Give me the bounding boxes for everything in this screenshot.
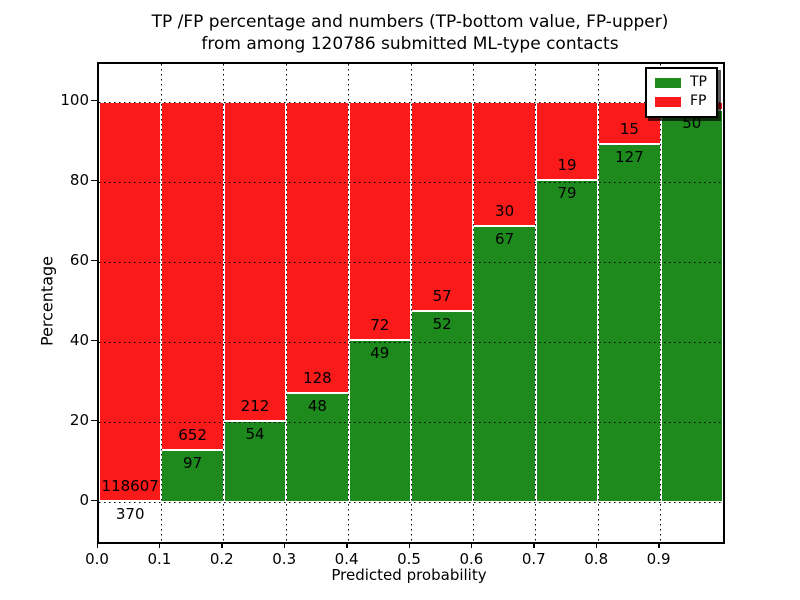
bar-value-label-fp: 72 bbox=[370, 316, 390, 334]
gridline-vertical bbox=[410, 64, 412, 542]
x-tick-mark bbox=[96, 542, 98, 548]
y-tick-mark bbox=[91, 99, 97, 101]
y-tick-label: 80 bbox=[69, 171, 89, 189]
x-tick-label: 0.0 bbox=[85, 550, 109, 568]
chart-title-line1: TP /FP percentage and numbers (TP-bottom… bbox=[151, 12, 669, 32]
bar-segment-fp bbox=[223, 102, 287, 421]
x-tick-label: 0.7 bbox=[521, 550, 546, 568]
bar-value-label-fp: 19 bbox=[557, 155, 577, 174]
bar-segment-tp bbox=[286, 392, 349, 502]
bar-value-label-tp: 67 bbox=[495, 229, 515, 248]
gridline-horizontal bbox=[99, 102, 723, 103]
plot-area: 118607 370 652 97 212 54 128 48 72 49 57 52 30 67 19 79… bbox=[97, 62, 725, 544]
legend-entry-tp: TP bbox=[655, 73, 707, 92]
gridline-vertical bbox=[660, 64, 662, 542]
gridline-vertical bbox=[223, 64, 225, 542]
bar-value-label-tp: 52 bbox=[432, 315, 452, 334]
y-tick-label: 100 bbox=[60, 91, 89, 109]
legend-label-fp: FP bbox=[690, 93, 707, 109]
y-tick-label: 60 bbox=[69, 251, 89, 269]
bar-value-label-fp: 118607 bbox=[101, 476, 159, 495]
bar-segment-tp bbox=[223, 420, 287, 502]
plot-canvas: 118607 370 652 97 212 54 128 48 72 49 57 52 30 67 19 79… bbox=[99, 64, 723, 542]
x-tick-mark bbox=[658, 542, 660, 548]
x-tick-label: 0.6 bbox=[459, 550, 484, 568]
gridline-vertical bbox=[285, 64, 287, 542]
x-tick-label: 0.8 bbox=[584, 550, 609, 568]
legend-entry-fp: FP bbox=[655, 92, 707, 111]
bar-segment-tp bbox=[473, 225, 536, 502]
bar-value-label-tp: 54 bbox=[245, 424, 265, 443]
bar-segment-fp bbox=[99, 102, 162, 501]
x-tick-mark bbox=[533, 542, 535, 548]
x-tick-label: 0.2 bbox=[209, 550, 234, 568]
gridline-horizontal bbox=[99, 502, 723, 503]
bar-segment-tp bbox=[161, 450, 224, 502]
gridline-horizontal bbox=[99, 342, 723, 343]
x-tick-label: 0.3 bbox=[272, 550, 297, 568]
bar-segment-tp bbox=[348, 340, 411, 502]
x-tick-label: 0.1 bbox=[147, 550, 172, 568]
y-tick-label: 0 bbox=[79, 491, 89, 509]
x-tick-mark bbox=[283, 542, 286, 548]
bar-segment-tp bbox=[535, 179, 599, 502]
x-tick-mark bbox=[470, 542, 473, 548]
y-tick-mark bbox=[91, 259, 97, 261]
gridline-vertical bbox=[597, 64, 599, 542]
chart-title-line2: from among 120786 submitted ML-type cont… bbox=[201, 34, 619, 54]
bar-value-label-fp: 128 bbox=[303, 368, 332, 387]
x-tick-label: 0.5 bbox=[397, 550, 421, 568]
bar-value-label-fp: 212 bbox=[240, 396, 270, 415]
legend-swatch-tp-icon bbox=[655, 77, 681, 88]
bar-value-label-fp: 652 bbox=[178, 426, 207, 445]
gridline-vertical bbox=[472, 64, 474, 542]
x-tick-mark bbox=[595, 542, 598, 548]
legend-swatch-fp-icon bbox=[655, 96, 681, 107]
bar-segment-fp bbox=[161, 102, 224, 451]
bar-value-label-fp: 30 bbox=[495, 201, 515, 220]
y-tick-mark bbox=[91, 339, 97, 341]
bar-segment-fp bbox=[286, 102, 349, 393]
gridline-horizontal bbox=[99, 422, 723, 423]
bar-value-label-tp: 79 bbox=[557, 183, 577, 202]
gridline-horizontal bbox=[99, 182, 723, 183]
gridline-horizontal bbox=[99, 262, 723, 263]
x-tick-mark bbox=[408, 542, 410, 548]
x-tick-mark bbox=[158, 542, 161, 548]
y-tick-label: 40 bbox=[69, 331, 89, 349]
bar-value-label-tp: 49 bbox=[370, 344, 390, 362]
bar-value-label-tp: 370 bbox=[115, 504, 145, 523]
gridline-vertical bbox=[160, 64, 162, 542]
bar-segment-fp bbox=[411, 102, 474, 312]
y-tick-label: 20 bbox=[69, 411, 89, 429]
bar-value-label-tp: 97 bbox=[183, 454, 203, 473]
bar-value-label-tp: 50 bbox=[682, 113, 702, 132]
bar-segment-tp bbox=[660, 109, 723, 502]
chart-title: TP /FP percentage and numbers (TP-bottom… bbox=[98, 11, 722, 55]
bar-value-label-tp: 127 bbox=[615, 148, 644, 167]
x-axis-label: Predicted probability bbox=[331, 566, 487, 584]
bar-value-label-fp: 15 bbox=[619, 120, 639, 139]
bar-value-label-fp: 57 bbox=[432, 287, 452, 306]
legend: TP FP bbox=[645, 67, 718, 118]
gridline-vertical bbox=[348, 64, 350, 542]
x-tick-label: 0.4 bbox=[334, 550, 359, 568]
bar-segment-tp bbox=[411, 311, 474, 502]
y-tick-mark bbox=[91, 419, 97, 421]
x-tick-label: 0.9 bbox=[646, 550, 671, 568]
bar-segment-fp bbox=[348, 102, 411, 340]
gridline-vertical bbox=[535, 64, 537, 542]
legend-label-tp: TP bbox=[690, 74, 707, 90]
bar-segment-fp bbox=[535, 102, 599, 180]
y-axis-label: Percentage bbox=[37, 255, 57, 347]
y-tick-mark bbox=[91, 499, 97, 501]
bar-segment-fp bbox=[473, 102, 536, 226]
bar-value-label-tp: 48 bbox=[307, 396, 327, 415]
x-tick-mark bbox=[346, 542, 348, 548]
y-tick-mark bbox=[91, 179, 97, 181]
bar-segment-tp bbox=[598, 144, 661, 502]
x-tick-mark bbox=[221, 542, 223, 548]
